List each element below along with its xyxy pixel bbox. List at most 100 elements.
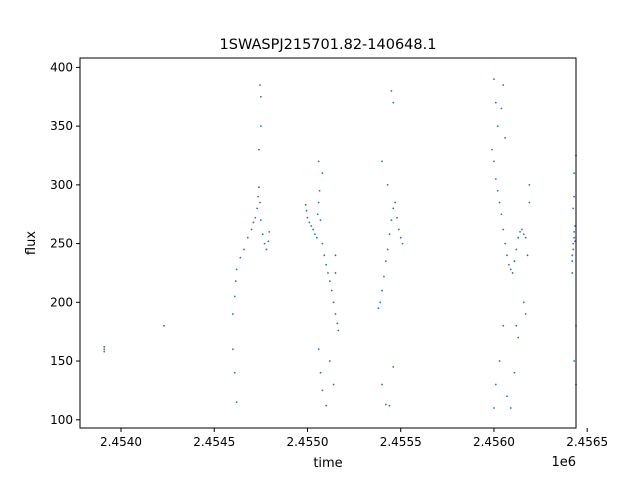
data-point (316, 213, 319, 216)
data-point (233, 295, 236, 298)
data-point (511, 272, 514, 274)
data-point (496, 125, 499, 128)
data-point (528, 201, 531, 204)
data-point (502, 228, 505, 231)
data-point (573, 172, 576, 175)
data-point (515, 324, 518, 327)
data-point (250, 228, 253, 231)
y-tick-label: 300 (50, 178, 73, 192)
data-point (258, 148, 260, 151)
y-tick-label: 150 (50, 354, 73, 368)
data-point (386, 183, 389, 186)
data-point (330, 289, 333, 292)
data-point (259, 84, 261, 86)
data-point (254, 216, 257, 219)
data-point (232, 313, 234, 315)
data-point (259, 219, 262, 222)
data-point (305, 209, 308, 212)
y-tick-label: 250 (50, 237, 73, 251)
data-point (308, 221, 311, 224)
data-point (328, 280, 331, 283)
data-point (327, 272, 329, 274)
data-point (524, 313, 527, 315)
data-point (381, 383, 383, 386)
x-tick-label: 2.4545 (193, 435, 235, 449)
x-tick-label: 2.4540 (100, 435, 142, 449)
data-point (496, 189, 499, 192)
data-point (384, 260, 387, 263)
data-point (377, 307, 380, 310)
data-point (163, 324, 165, 327)
data-point (312, 228, 314, 231)
data-point (524, 236, 527, 239)
data-point (332, 383, 335, 386)
data-point (336, 322, 339, 325)
data-point (259, 125, 262, 128)
data-point (321, 172, 324, 175)
data-point (513, 371, 516, 374)
data-point (332, 301, 335, 304)
data-point (573, 236, 576, 239)
data-point (571, 260, 574, 263)
data-point (337, 329, 340, 332)
data-point (386, 248, 389, 251)
x-tick-label: 2.4550 (286, 435, 328, 449)
data-point (259, 95, 262, 98)
data-point (500, 107, 503, 110)
data-point (383, 275, 385, 278)
data-point (381, 160, 383, 163)
y-tick-label: 200 (50, 295, 73, 309)
data-point (325, 404, 328, 407)
data-point (334, 254, 337, 257)
data-point (507, 263, 510, 266)
data-point (528, 183, 531, 186)
data-point (304, 203, 307, 206)
data-point (392, 101, 395, 104)
data-point (573, 195, 576, 198)
data-point (394, 201, 397, 204)
data-point (239, 256, 242, 259)
data-point (235, 268, 238, 271)
data-point (388, 233, 391, 236)
data-point (234, 280, 237, 283)
plot-frame (79, 57, 577, 429)
data-point (396, 216, 398, 219)
x-axis-offset-label: 1e6 (551, 455, 576, 470)
data-point (317, 348, 320, 351)
data-point (103, 348, 106, 351)
data-point (498, 201, 501, 204)
data-point (390, 89, 393, 92)
data-point (317, 201, 320, 204)
data-point (319, 219, 322, 222)
data-point (321, 389, 324, 392)
data-point (513, 260, 516, 263)
data-point (493, 407, 495, 409)
data-point (235, 401, 238, 404)
y-tick-label: 400 (50, 60, 73, 74)
data-point (379, 301, 382, 304)
data-point (509, 268, 512, 271)
data-point (318, 189, 321, 192)
data-point (399, 236, 402, 239)
y-tick-label: 350 (50, 119, 73, 133)
data-point (258, 186, 260, 189)
data-point (517, 236, 520, 239)
data-point (573, 230, 576, 233)
data-point (328, 360, 331, 362)
data-point (493, 78, 495, 81)
data-point (321, 242, 324, 245)
x-axis-ticks: 2.4540 2.4545 2.4550 2.4555 2.4560 2.4565 (100, 428, 608, 449)
data-point (494, 178, 497, 180)
data-point (317, 160, 320, 163)
data-point (390, 219, 393, 222)
data-point (502, 84, 505, 86)
data-point (522, 233, 525, 236)
data-point (232, 348, 234, 351)
x-axis-label: time (313, 456, 342, 471)
data-point (261, 233, 264, 236)
data-point (256, 207, 259, 210)
data-point (491, 148, 493, 151)
data-point (392, 207, 395, 210)
data-point (310, 225, 313, 227)
